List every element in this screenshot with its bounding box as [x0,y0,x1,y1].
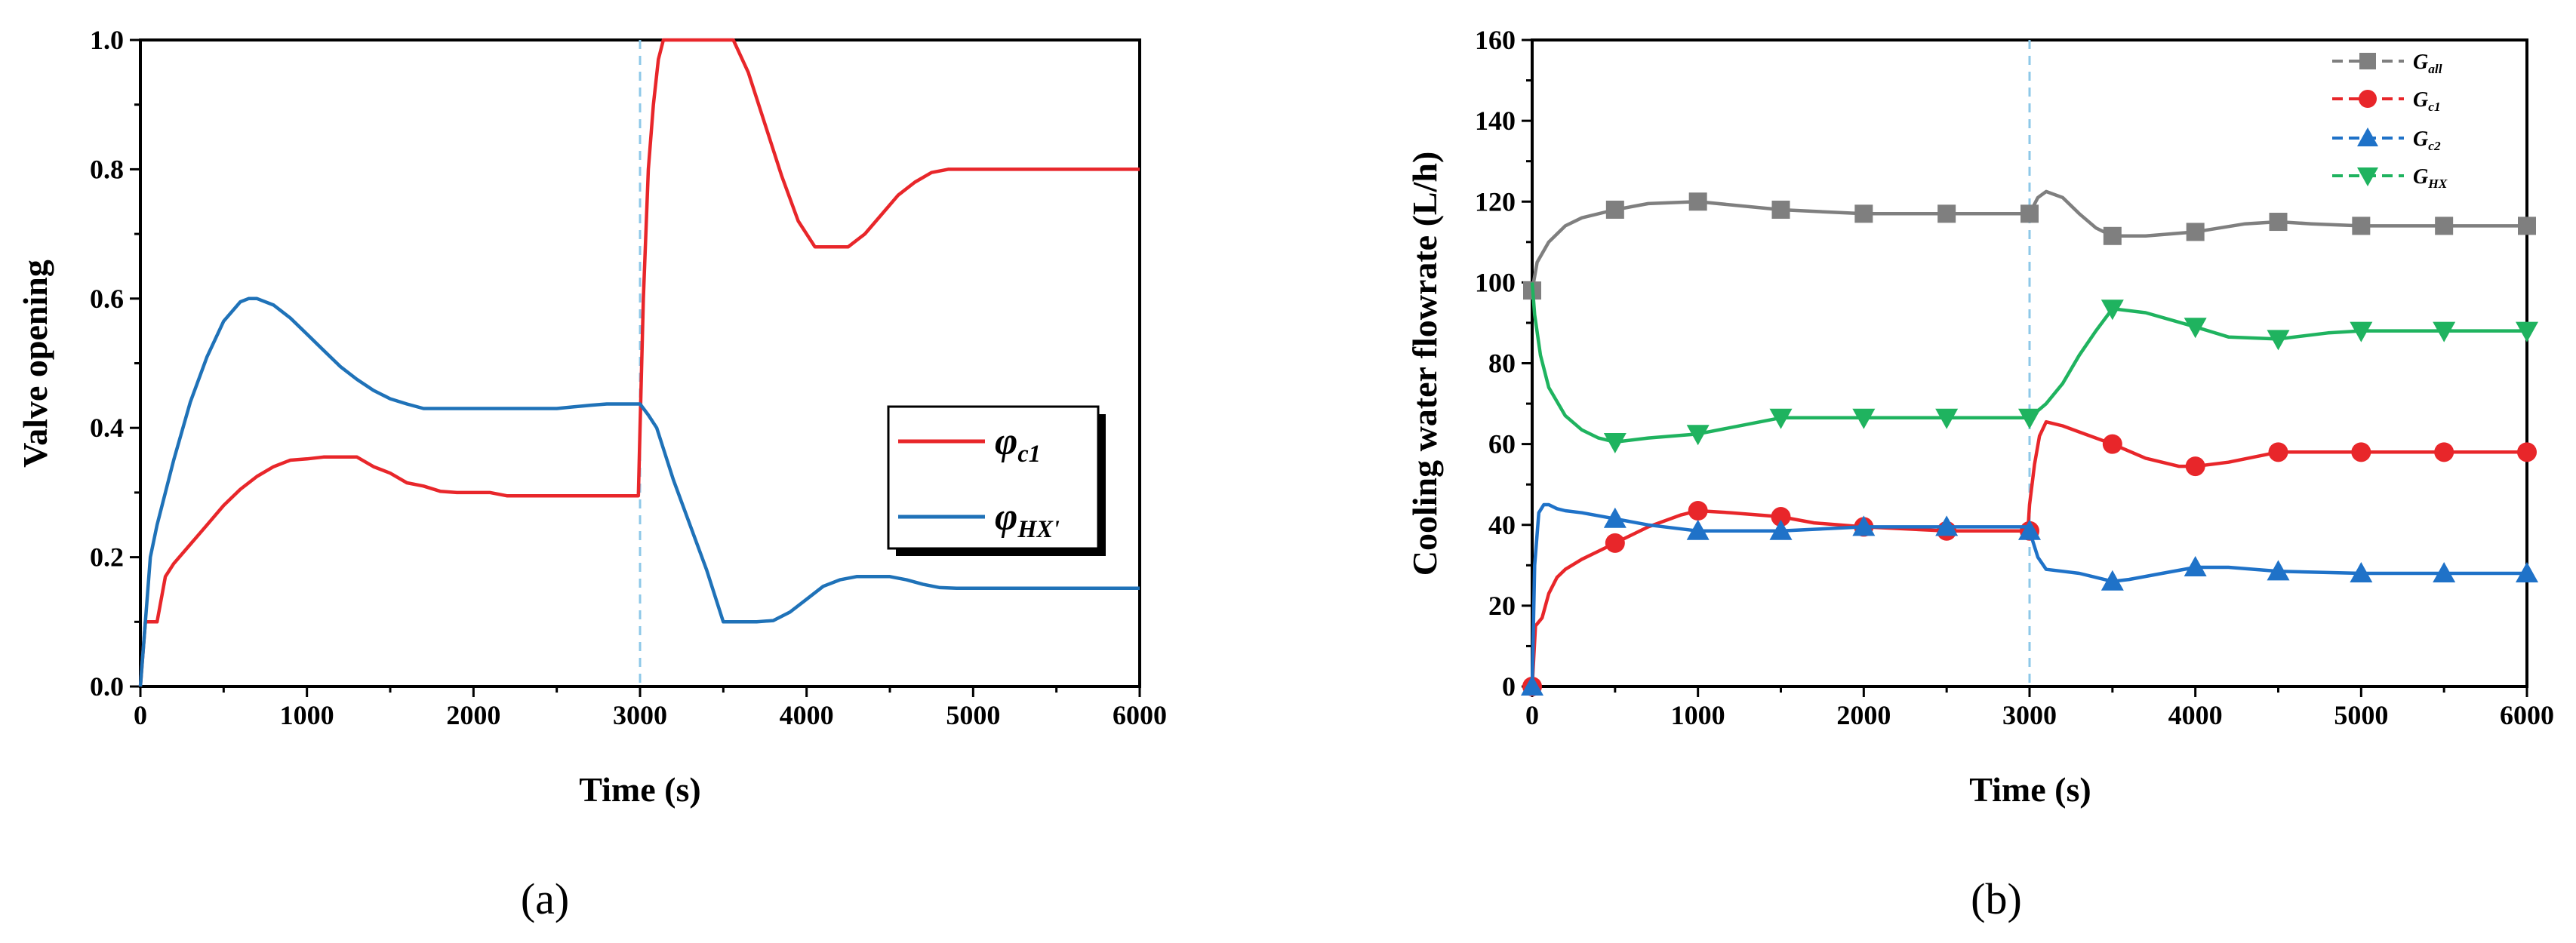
series-line-phi-hx [138,296,1140,687]
data-point-g-hx [2018,408,2041,429]
data-point-g-all [2103,226,2122,245]
data-point-g-all [2020,204,2039,223]
data-point-g-c2 [1852,515,1876,536]
data-point-g-all [2435,217,2454,235]
legend-marker-g-hx [2357,167,2378,186]
legend-label-g-hx: GHX [2413,165,2448,191]
y-tick-label: 60 [1488,429,1516,459]
legend-label-g-all: Gall [2413,51,2442,76]
x-axis-label-b: Time (s) [1969,770,2091,809]
data-point-g-c1 [2517,442,2537,462]
y-tick-label: 140 [1475,106,1516,136]
y-tick-label: 0.6 [90,284,124,314]
y-tick-label: 160 [1475,25,1516,55]
data-point-g-hx [2433,321,2456,342]
legend-label-phi-c1: φc1 [995,420,1041,467]
x-tick-label: 3000 [2002,700,2057,730]
data-point-g-c2 [1603,507,1627,528]
data-point-g-c1 [2185,456,2205,477]
x-tick-label: 1000 [1671,700,1725,730]
data-point-g-c1 [2102,434,2122,454]
x-axis-label-a: Time (s) [579,770,700,809]
data-point-g-c2 [2018,519,2041,540]
chart-panel-b: 0 1000 2000 3000 4000 5000 6000 0 20 40 60 80 100 12… [1405,25,2554,923]
data-point-g-hx [1686,425,1710,446]
data-point-g-hx [2184,318,2207,339]
data-point-g-all [1771,200,1790,219]
data-point-g-hx [2101,299,2124,321]
panel-label-b: (b) [1971,874,2022,923]
data-point-g-c2 [2267,560,2290,581]
x-tick-label: 0 [1525,700,1539,730]
data-point-g-c2 [2101,570,2124,591]
data-point-g-all [2269,213,2288,232]
data-point-g-all [1605,200,1624,219]
data-point-g-hx [1603,432,1627,453]
legend-label-g-c1: Gc1 [2413,88,2441,114]
data-point-g-hx [1935,408,1959,429]
data-point-g-c2 [1686,519,1710,540]
x-tick-label: 5000 [946,700,1000,730]
data-point-g-c2 [2350,562,2373,583]
y-tick-label: 120 [1475,186,1516,217]
legend-a: φc1 φHX' [887,405,1106,556]
y-tick-label: 20 [1488,591,1516,621]
y-tick-label: 0.8 [90,154,124,184]
data-point-g-hx [2267,330,2290,351]
data-point-g-hx [2350,321,2373,342]
x-tick-label: 2000 [1836,700,1891,730]
data-point-g-hx [1852,408,1876,429]
x-tick-label: 4000 [780,700,834,730]
data-point-g-all [2352,217,2371,235]
data-point-g-c1 [2351,442,2371,462]
x-tick-label: 3000 [613,700,667,730]
data-point-g-c1 [2268,442,2288,462]
data-point-g-c1 [1605,533,1625,553]
panel-label-a: (a) [521,874,569,923]
data-point-g-c1 [1771,507,1791,527]
data-point-g-all [1854,204,1873,223]
legend-label-g-c2: Gc2 [2413,127,2441,153]
data-point-g-c2 [1769,519,1793,540]
data-point-g-c1 [2434,442,2454,462]
legend-marker-g-c2 [2357,127,2378,146]
data-point-g-c2 [1521,675,1543,696]
data-point-g-c2 [2433,562,2456,583]
chart-panel-a: 0 1000 2000 3000 4000 5000 6000 0.0 0.2 0.4 0.6 0.… [16,25,1167,923]
data-point-g-all [2186,223,2205,241]
x-tick-label: 0 [134,700,147,730]
y-tick-label: 80 [1488,349,1516,379]
x-tick-label: 4000 [2168,700,2223,730]
x-tick-label: 1000 [280,700,334,730]
legend-label-phi-hx: φHX' [995,496,1060,542]
y-axis-label-a: Valve opening [16,260,54,468]
data-point-g-hx [2516,321,2538,342]
y-tick-label: 0.4 [90,413,124,443]
y-tick-label: 0.0 [90,671,124,702]
x-tick-label: 6000 [2500,700,2554,730]
data-point-g-c2 [2516,562,2538,583]
legend-marker-g-all [2359,53,2376,69]
y-axis-label-b: Cooling water flowrate (L/h) [1405,152,1444,576]
legend-marker-g-c1 [2359,90,2377,108]
x-tick-label: 6000 [1113,700,1167,730]
legend-b: Gall Gc1 Gc2 GHX [2332,51,2448,191]
y-tick-label: 100 [1475,267,1516,297]
series-line-phi-c1 [138,38,1140,687]
x-tick-label: 2000 [446,700,500,730]
y-tick-label: 1.0 [90,25,124,55]
data-point-g-all [2518,217,2536,235]
y-tick-label: 0 [1502,671,1516,702]
y-tick-label: 0.2 [90,542,124,573]
data-point-g-c2 [1935,515,1959,536]
data-point-g-c2 [2184,555,2207,576]
x-tick-label: 5000 [2334,700,2388,730]
data-point-g-all [1688,192,1707,211]
data-point-g-all [1937,204,1956,223]
data-point-g-hx [1769,408,1793,429]
y-tick-label: 40 [1488,510,1516,540]
data-point-g-c1 [1688,501,1708,521]
legend-box-a [887,405,1100,550]
